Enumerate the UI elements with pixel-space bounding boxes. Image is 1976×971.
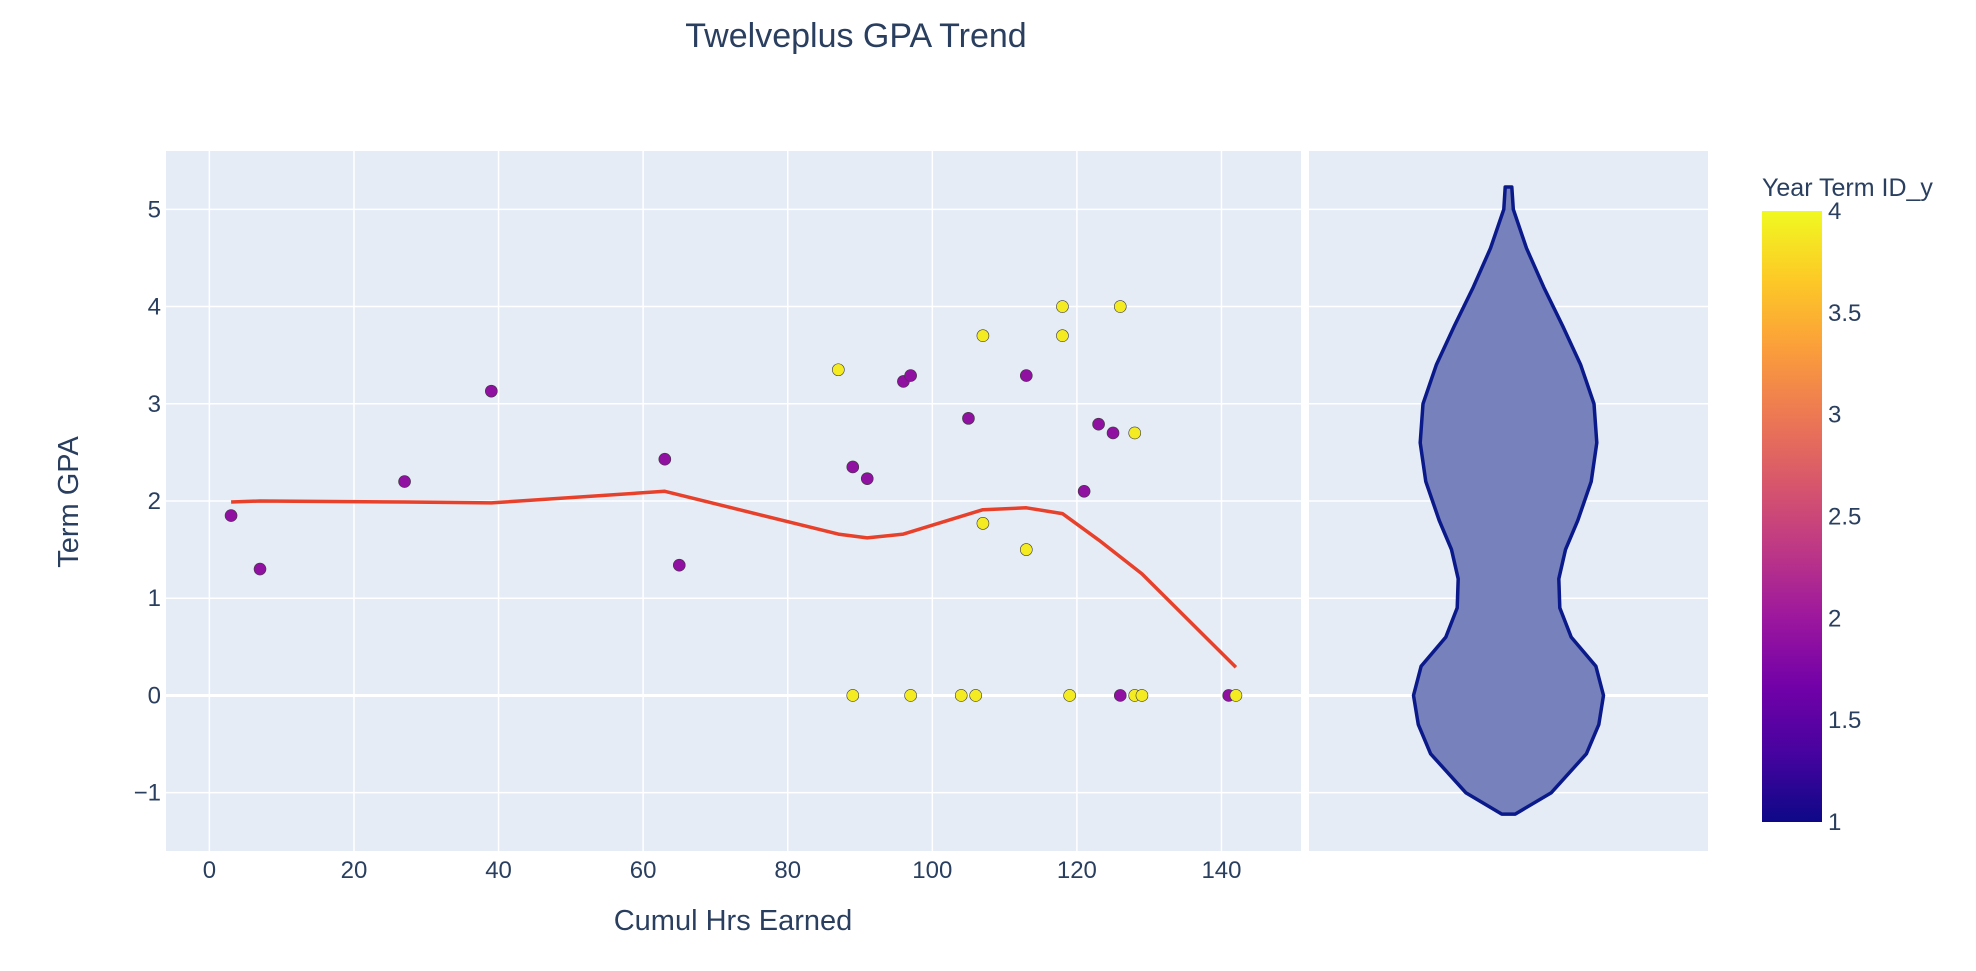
colorbar-tick-label: 1.5 <box>1828 707 1861 734</box>
x-tick-label: 40 <box>485 857 512 884</box>
y-axis-ticks: −1 0 1 2 3 4 5 <box>134 196 161 806</box>
y-tick-label: 2 <box>148 488 161 515</box>
scatter-point <box>954 689 968 702</box>
scatter-point <box>904 369 917 382</box>
trend-layer <box>231 489 1238 669</box>
x-axis-ticks: 0 20 40 60 80 100 120 140 <box>203 857 1242 884</box>
colorbar-tick-label: 1 <box>1828 809 1841 836</box>
colorbar: Year Term ID_y 1 1.5 2 2.5 3 3.5 4 <box>1762 174 1933 836</box>
y-tick-label: 4 <box>148 294 161 321</box>
x-tick-label: 100 <box>912 857 952 884</box>
scatter-point <box>1113 689 1127 702</box>
scatter-point <box>1106 426 1120 440</box>
y-tick-label: −1 <box>134 780 161 807</box>
scatter-gridlines <box>166 151 1301 851</box>
colorbar-tick-label: 3.5 <box>1828 300 1861 327</box>
chart-title: Twelveplus GPA Trend <box>685 17 1026 55</box>
scatter-point <box>1056 329 1069 343</box>
scatter-point <box>969 689 982 702</box>
scatter-points <box>224 300 1243 702</box>
scatter-point <box>1113 300 1127 313</box>
colorbar-gradient <box>1762 211 1822 822</box>
colorbar-tick-label: 2 <box>1828 605 1841 632</box>
scatter-point <box>1019 369 1033 382</box>
colorbar-ticks: 1 1.5 2 2.5 3 3.5 4 <box>1828 198 1861 836</box>
scatter-point <box>1229 689 1243 702</box>
y-tick-label: 5 <box>148 196 161 223</box>
scatter-point <box>1092 417 1105 431</box>
scatter-point <box>904 689 917 702</box>
scatter-point <box>1135 689 1149 702</box>
scatter-point <box>658 452 672 466</box>
scatter-point <box>672 558 686 572</box>
colorbar-title: Year Term ID_y <box>1762 174 1933 202</box>
scatter-point <box>832 363 845 377</box>
y-tick-label: 0 <box>148 682 161 709</box>
violin-layer <box>1411 185 1606 816</box>
scatter-point <box>976 517 990 530</box>
scatter-point <box>976 329 990 343</box>
colorbar-tick-label: 3 <box>1828 402 1841 429</box>
scatter-point <box>398 475 411 488</box>
scatter-point <box>846 689 860 702</box>
scatter-point <box>1063 689 1076 702</box>
scatter-point <box>224 509 238 522</box>
scatter-point <box>1056 300 1069 313</box>
y-axis-title: Term GPA <box>53 436 85 568</box>
x-tick-label: 0 <box>203 857 216 884</box>
x-tick-label: 60 <box>630 857 657 884</box>
scatter-point <box>846 460 860 474</box>
scatter-point <box>860 472 874 485</box>
trend-line <box>231 489 1238 669</box>
x-tick-label: 120 <box>1057 857 1097 884</box>
y-tick-label: 1 <box>148 585 161 612</box>
x-tick-label: 80 <box>774 857 801 884</box>
y-tick-label: 3 <box>148 391 161 418</box>
scatter-point <box>485 384 498 398</box>
x-axis-title: Cumul Hrs Earned <box>614 905 853 937</box>
scatter-point <box>1077 484 1091 498</box>
scatter-point <box>253 562 267 576</box>
colorbar-tick-label: 4 <box>1828 198 1841 225</box>
scatter-point <box>1128 426 1142 440</box>
colorbar-tick-label: 2.5 <box>1828 504 1861 531</box>
violin-shape <box>1411 185 1606 816</box>
scatter-point <box>1019 543 1033 556</box>
x-tick-label: 20 <box>341 857 368 884</box>
scatter-point <box>962 412 975 425</box>
x-tick-label: 140 <box>1201 857 1241 884</box>
